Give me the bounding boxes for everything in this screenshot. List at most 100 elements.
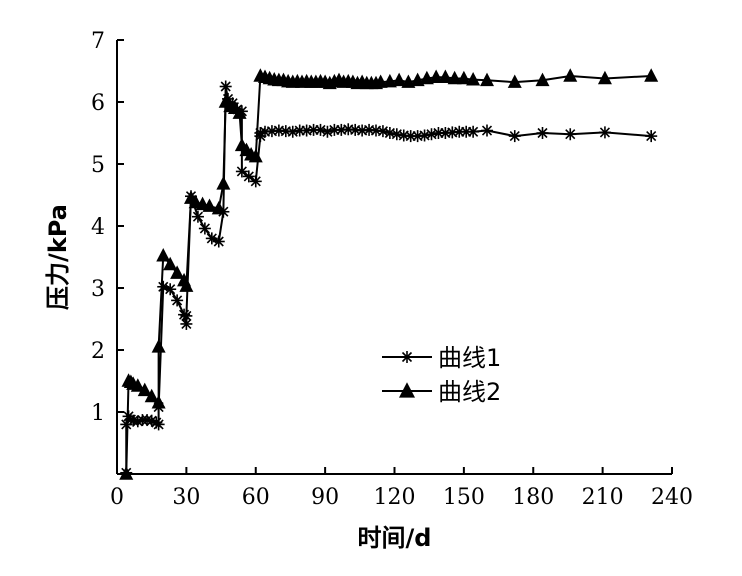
asterisk-stroke (287, 126, 298, 137)
y-tick-label: 7 (91, 29, 105, 54)
series-2-point (429, 69, 444, 83)
asterisk-stroke (537, 127, 548, 139)
series-2-point (644, 68, 659, 82)
series-2-point (373, 74, 388, 88)
y-tick-label: 1 (91, 401, 105, 426)
series-1-point (219, 80, 232, 93)
x-axis-title: 时间/d (358, 524, 432, 552)
series-2-point (137, 382, 152, 397)
series-1-point (171, 294, 184, 307)
asterisk-stroke (146, 415, 157, 426)
series-layer (119, 68, 659, 480)
x-tick-label: 60 (242, 485, 270, 510)
series-2-point (216, 176, 231, 190)
legend-label: 曲线1 (438, 344, 501, 372)
series-2-point (211, 200, 226, 215)
series-2-point (202, 198, 217, 212)
asterisk-stroke (181, 310, 192, 321)
legend-item-1: 曲线1 (382, 344, 501, 372)
series-1-point (536, 127, 549, 139)
series-2-point (151, 395, 166, 409)
series-1-point (235, 165, 248, 178)
series-2-point (151, 339, 166, 353)
asterisk-stroke (401, 351, 413, 363)
asterisk-stroke (440, 127, 451, 139)
y-tick-label: 5 (91, 153, 105, 178)
y-tick-label: 2 (91, 339, 105, 364)
y-tick-label: 4 (91, 215, 105, 240)
legend-triangle-marker (399, 382, 415, 398)
asterisk-stroke (599, 127, 611, 138)
asterisk-stroke (412, 131, 423, 142)
asterisk-stroke (220, 81, 231, 92)
legend-item-2: 曲线2 (382, 378, 501, 406)
asterisk-stroke (158, 281, 169, 292)
asterisk-stroke (153, 419, 164, 430)
series-2 (119, 68, 659, 480)
asterisk-stroke (192, 211, 204, 222)
x-tick-label: 90 (311, 485, 339, 510)
legend-label: 曲线2 (438, 378, 501, 406)
asterisk-stroke (301, 125, 312, 136)
series-1-point (645, 130, 658, 143)
series-1-point (383, 127, 396, 139)
x-tick-label: 0 (110, 485, 124, 510)
series-2-point (466, 71, 481, 86)
asterisk-stroke (565, 129, 576, 140)
series-1-point (180, 309, 193, 322)
series-1-point (390, 128, 403, 141)
series-2-point (179, 278, 194, 292)
series-1-point (249, 175, 262, 188)
series-2-point (535, 72, 550, 87)
series-2-point (232, 105, 247, 119)
x-tick-label: 150 (443, 485, 485, 510)
series-2-point (156, 248, 171, 262)
y-tick-label: 3 (91, 277, 105, 302)
asterisk-stroke (509, 131, 520, 142)
series-2-point (507, 74, 522, 88)
axes: 0 30 60 90 120 150 180 210 240 1 2 3 4 5 6 7 (91, 29, 693, 510)
y-tick-label: 6 (91, 91, 105, 116)
series-2-point (447, 70, 462, 85)
series-1-point (467, 125, 480, 138)
asterisk-stroke (181, 318, 192, 330)
y-axis-title: 压力/kPa (44, 204, 72, 310)
series-1-point (564, 128, 577, 141)
x-tick-label: 30 (172, 485, 200, 510)
series-2-point (597, 70, 612, 85)
series-2-point (170, 265, 185, 279)
asterisk-stroke (336, 124, 347, 135)
series-2-point (144, 388, 159, 403)
asterisk-stroke (243, 171, 254, 182)
asterisk-stroke (250, 176, 261, 187)
series-2-point (392, 72, 407, 87)
x-tick-label: 120 (374, 485, 416, 510)
asterisk-stroke (481, 125, 493, 136)
asterisk-stroke (266, 126, 278, 137)
x-tick-label: 210 (582, 485, 624, 510)
asterisk-stroke (172, 295, 183, 306)
asterisk-stroke (206, 233, 217, 244)
series-2-point (163, 256, 178, 271)
series-2-point (130, 378, 145, 392)
series-1 (120, 80, 658, 479)
series-1-point (152, 418, 165, 431)
asterisk-stroke (259, 126, 271, 137)
asterisk-stroke (236, 166, 247, 177)
series-2-point (480, 72, 494, 87)
series-2-point (438, 69, 453, 83)
series-2-point (119, 466, 134, 480)
series-1-point (191, 210, 204, 223)
asterisk-stroke (357, 125, 368, 136)
legend-asterisk-marker (401, 351, 413, 363)
series-1-point (598, 126, 611, 139)
asterisk-stroke (165, 284, 176, 295)
asterisk-stroke (213, 236, 224, 247)
series-2-point (563, 68, 578, 82)
series-1-point (242, 170, 255, 183)
series-2-point (456, 70, 471, 85)
asterisk-stroke (447, 127, 458, 138)
series-1-point (481, 124, 493, 137)
